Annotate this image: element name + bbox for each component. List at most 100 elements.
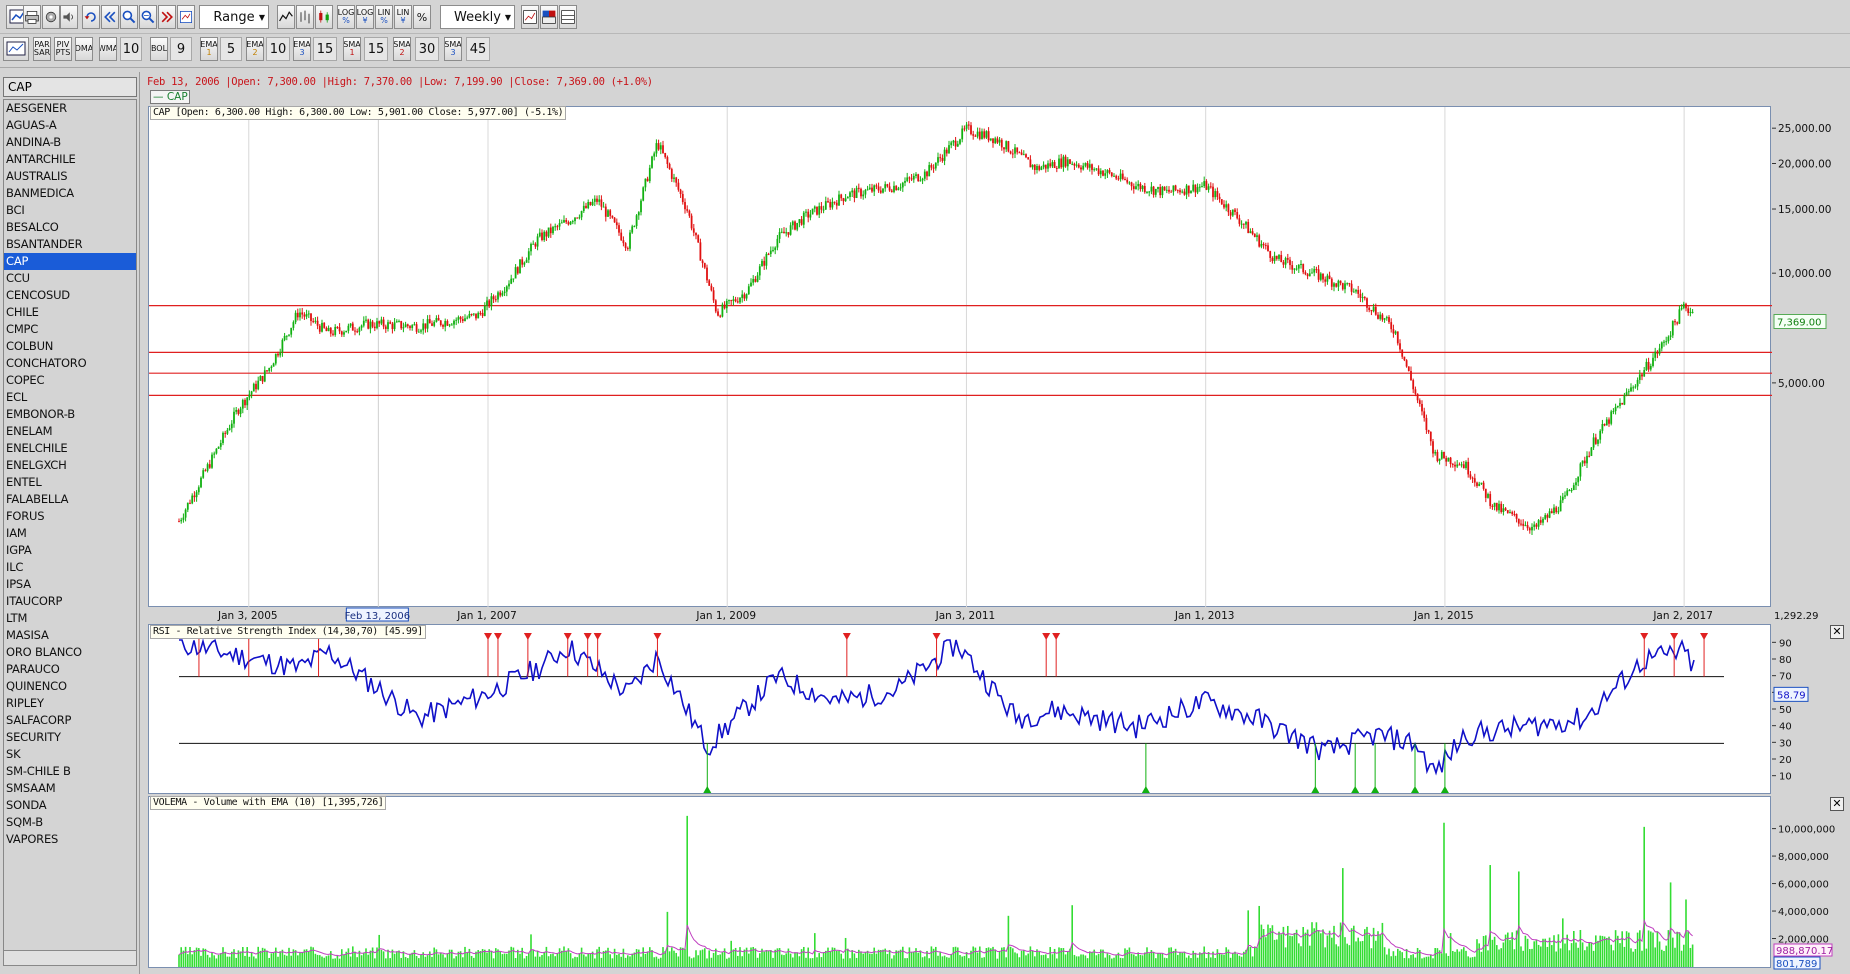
- symbol-list-item[interactable]: CMPC: [6, 322, 39, 336]
- candle-body: [1363, 297, 1366, 299]
- candle-chart-icon[interactable]: [315, 5, 333, 29]
- symbol-list-item[interactable]: FORUS: [6, 509, 45, 523]
- symbol-list-item[interactable]: PARAUCO: [6, 662, 60, 676]
- candle-body: [961, 128, 964, 140]
- symbol-list-item[interactable]: SM-CHILE B: [6, 764, 71, 778]
- rsi-panel[interactable]: [148, 624, 1771, 794]
- symbol-list-item[interactable]: AGUAS-A: [6, 118, 57, 132]
- symbol-list-item[interactable]: BCI: [6, 203, 25, 217]
- symbol-list-item[interactable]: SALFACORP: [6, 713, 72, 727]
- log-scale-alt-button[interactable]: LOG ¥: [356, 5, 374, 29]
- symbol-list-item[interactable]: CONCHATORO: [6, 356, 87, 370]
- current-symbol-field[interactable]: CAP: [3, 77, 137, 97]
- sma2-period-input[interactable]: 30: [415, 37, 439, 61]
- symbol-list-item[interactable]: IPSA: [6, 577, 31, 591]
- scroll-right-icon[interactable]: [158, 5, 176, 29]
- symbol-list-item[interactable]: SK: [6, 747, 21, 761]
- piv-pts-button[interactable]: PIV PTS: [54, 37, 72, 61]
- zoom-in-icon[interactable]: [120, 5, 138, 29]
- percent-button[interactable]: %: [413, 5, 431, 29]
- symbol-list-scrollbar[interactable]: [3, 950, 137, 966]
- par-sar-button[interactable]: PAR SAR: [33, 37, 51, 61]
- symbol-list-item[interactable]: QUINENCO: [6, 679, 67, 693]
- fit-chart-icon[interactable]: [177, 5, 195, 29]
- close-volume-icon[interactable]: ✕: [1830, 797, 1844, 811]
- symbol-list-item[interactable]: ENELCHILE: [6, 441, 68, 455]
- symbol-list-item[interactable]: ENELGXCH: [6, 458, 67, 472]
- chart-type-icon[interactable]: [3, 37, 29, 61]
- symbol-list-item[interactable]: SQM-B: [6, 815, 43, 829]
- symbol-list-item[interactable]: CCU: [6, 271, 30, 285]
- symbol-list-item[interactable]: ENTEL: [6, 475, 42, 489]
- log-scale-button[interactable]: LOG%: [337, 5, 355, 29]
- ema2-button[interactable]: EMA 2: [246, 37, 264, 61]
- sound-icon[interactable]: [60, 5, 78, 29]
- lin-scale-alt-button[interactable]: LIN ¥: [394, 5, 412, 29]
- ema2-period-input[interactable]: 10: [266, 37, 290, 61]
- symbol-list-item[interactable]: COPEC: [6, 373, 45, 387]
- range-dropdown[interactable]: Range ▼: [199, 5, 269, 29]
- settings-icon[interactable]: [42, 5, 60, 29]
- symbol-list-item[interactable]: IGPA: [6, 543, 32, 557]
- symbol-list-item[interactable]: ORO BLANCO: [6, 645, 82, 659]
- symbol-list-item[interactable]: ANDINA-B: [6, 135, 61, 149]
- symbol-list-item[interactable]: ITAUCORP: [6, 594, 63, 608]
- ema1-period-input[interactable]: 5: [220, 37, 242, 61]
- symbol-list-item[interactable]: VAPORES: [6, 832, 59, 846]
- lin-scale-button[interactable]: LIN%: [375, 5, 393, 29]
- color-scheme-icon[interactable]: [540, 5, 558, 29]
- symbol-list-item[interactable]: CENCOSUD: [6, 288, 70, 302]
- wma-period-input[interactable]: 10: [120, 37, 142, 61]
- symbol-list-item[interactable]: BANMEDICA: [6, 186, 74, 200]
- sma1-button[interactable]: SMA 1: [343, 37, 361, 61]
- ema3-period-input[interactable]: 15: [313, 37, 337, 61]
- bol-period-input[interactable]: 9: [170, 37, 192, 61]
- symbol-list-item[interactable]: CHILE: [6, 305, 39, 319]
- symbol-list-item[interactable]: LTM: [6, 611, 28, 625]
- candle-body: [987, 131, 990, 141]
- ema3-button[interactable]: EMA 3: [293, 37, 311, 61]
- sma3-button[interactable]: SMA 3: [444, 37, 462, 61]
- symbol-list-item[interactable]: SONDA: [6, 798, 47, 812]
- zoom-out-icon[interactable]: [139, 5, 157, 29]
- sma2-button[interactable]: SMA 2: [393, 37, 411, 61]
- symbol-list-item[interactable]: ILC: [6, 560, 24, 574]
- symbol-list-item[interactable]: CAP: [4, 253, 136, 270]
- sma3-period-input[interactable]: 45: [466, 37, 490, 61]
- symbol-list-item[interactable]: SMSAAM: [6, 781, 56, 795]
- wma-button[interactable]: WMA: [99, 37, 117, 61]
- bar-chart-icon[interactable]: [296, 5, 314, 29]
- print-icon[interactable]: [23, 5, 41, 29]
- sma1-period-input[interactable]: 15: [364, 37, 388, 61]
- symbol-list-item[interactable]: ECL: [6, 390, 28, 404]
- symbol-list-item[interactable]: COLBUN: [6, 339, 54, 353]
- layout-icon[interactable]: [559, 5, 577, 29]
- symbol-list-item[interactable]: ANTARCHILE: [6, 152, 76, 166]
- symbol-list-item[interactable]: RIPLEY: [6, 696, 44, 710]
- scroll-left-icon[interactable]: [101, 5, 119, 29]
- close-rsi-icon[interactable]: ✕: [1830, 625, 1844, 639]
- volume-bar: [649, 947, 651, 967]
- symbol-list-item[interactable]: FALABELLA: [6, 492, 69, 506]
- line-chart-icon[interactable]: [277, 5, 295, 29]
- indicator-window-icon[interactable]: [521, 5, 539, 29]
- volume-panel[interactable]: [148, 796, 1771, 968]
- symbol-tag[interactable]: — CAP: [150, 90, 190, 104]
- period-dropdown[interactable]: Weekly ▼: [440, 5, 515, 29]
- symbol-list-item[interactable]: BSANTANDER: [6, 237, 83, 251]
- symbol-list-item[interactable]: EMBONOR-B: [6, 407, 75, 421]
- symbol-list-item[interactable]: IAM: [6, 526, 27, 540]
- dma-button[interactable]: DMA: [75, 37, 93, 61]
- symbol-list-item[interactable]: BESALCO: [6, 220, 59, 234]
- symbol-list-item[interactable]: AUSTRALIS: [6, 169, 68, 183]
- price-panel[interactable]: [148, 106, 1772, 608]
- candle-body: [217, 446, 220, 449]
- symbol-list-item[interactable]: SECURITY: [6, 730, 61, 744]
- symbol-list-item[interactable]: ENELAM: [6, 424, 53, 438]
- refresh-icon[interactable]: [82, 5, 100, 29]
- bol-button[interactable]: BOL: [150, 37, 168, 61]
- candle-body: [345, 330, 348, 333]
- symbol-list-item[interactable]: MASISA: [6, 628, 49, 642]
- symbol-list-item[interactable]: AESGENER: [6, 101, 67, 115]
- ema1-button[interactable]: EMA 1: [200, 37, 218, 61]
